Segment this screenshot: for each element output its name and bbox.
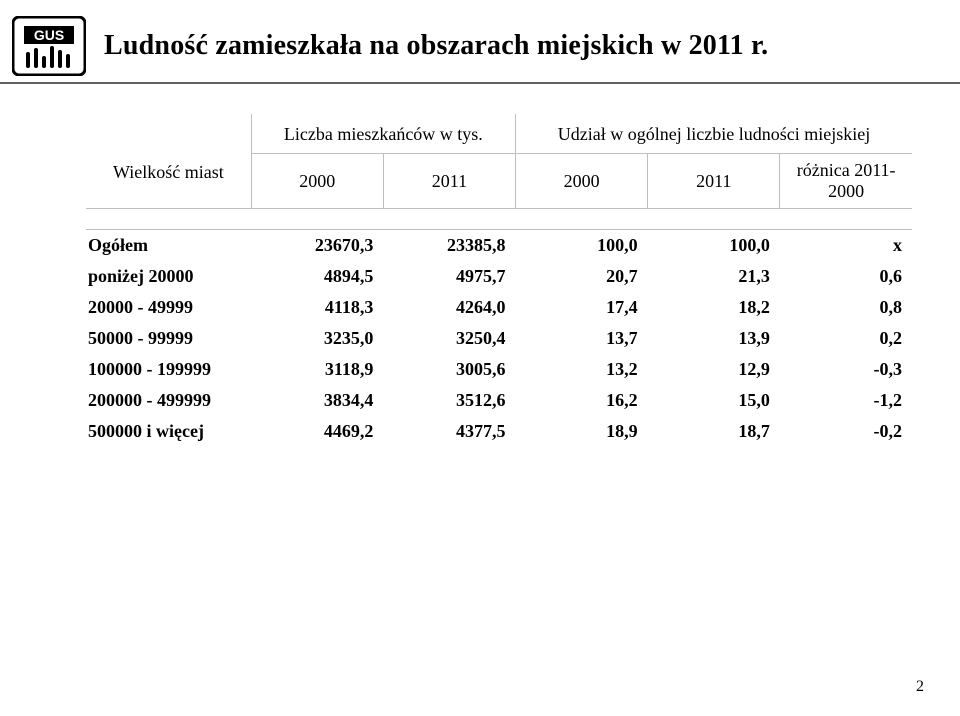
row-label: 200000 - 499999 xyxy=(86,385,251,416)
cell-value: 3834,4 xyxy=(251,385,383,416)
cell-value: 0,2 xyxy=(780,323,912,354)
cell-value: 23670,3 xyxy=(251,230,383,262)
cell-value: 0,6 xyxy=(780,261,912,292)
cell-value: x xyxy=(780,230,912,262)
row-label: 500000 i więcej xyxy=(86,416,251,447)
cell-value: -0,2 xyxy=(780,416,912,447)
page-title: Ludność zamieszkała na obszarach miejski… xyxy=(104,30,768,62)
header-sub-3: 2000 xyxy=(516,154,648,209)
table-row: 100000 - 1999993118,93005,613,212,9-0,3 xyxy=(86,354,912,385)
cell-value: 23385,8 xyxy=(383,230,515,262)
cell-value: 21,3 xyxy=(648,261,780,292)
cell-value: 18,7 xyxy=(648,416,780,447)
population-table: Wielkość miast Liczba mieszkańców w tys.… xyxy=(86,114,912,447)
cell-value: 4377,5 xyxy=(383,416,515,447)
cell-value: 3005,6 xyxy=(383,354,515,385)
header-group-2: Udział w ogólnej liczbie ludności miejsk… xyxy=(516,114,913,154)
cell-value: 13,7 xyxy=(516,323,648,354)
header-sub-1: 2000 xyxy=(251,154,383,209)
header-sub-4: 2011 xyxy=(648,154,780,209)
cell-value: 100,0 xyxy=(648,230,780,262)
table-spacer-row xyxy=(86,209,912,230)
cell-value: 3118,9 xyxy=(251,354,383,385)
header-sub-5: różnica 2011-2000 xyxy=(780,154,912,209)
cell-value: 4894,5 xyxy=(251,261,383,292)
cell-value: 3235,0 xyxy=(251,323,383,354)
cell-value: 4118,3 xyxy=(251,292,383,323)
cell-value: 16,2 xyxy=(516,385,648,416)
row-label: poniżej 20000 xyxy=(86,261,251,292)
cell-value: -1,2 xyxy=(780,385,912,416)
header-row-label: Wielkość miast xyxy=(86,114,251,209)
cell-value: 18,9 xyxy=(516,416,648,447)
table-row: Ogółem23670,323385,8100,0100,0x xyxy=(86,230,912,262)
cell-value: 0,8 xyxy=(780,292,912,323)
cell-value: 13,2 xyxy=(516,354,648,385)
header-group-1: Liczba mieszkańców w tys. xyxy=(251,114,515,154)
page-number: 2 xyxy=(916,678,924,696)
cell-value: 18,2 xyxy=(648,292,780,323)
gus-logo-icon: GUS xyxy=(12,16,86,76)
cell-value: 100,0 xyxy=(516,230,648,262)
table-container: Wielkość miast Liczba mieszkańców w tys.… xyxy=(0,84,960,447)
cell-value: 20,7 xyxy=(516,261,648,292)
cell-value: 4264,0 xyxy=(383,292,515,323)
table-row: 20000 - 499994118,34264,017,418,20,8 xyxy=(86,292,912,323)
header-sub-2: 2011 xyxy=(383,154,515,209)
cell-value: 3512,6 xyxy=(383,385,515,416)
table-row: 50000 - 999993235,03250,413,713,90,2 xyxy=(86,323,912,354)
cell-value: 12,9 xyxy=(648,354,780,385)
page-header: GUS Ludność zamieszkała na obszarach mie… xyxy=(0,0,960,76)
cell-value: 4975,7 xyxy=(383,261,515,292)
table-row: poniżej 200004894,54975,720,721,30,6 xyxy=(86,261,912,292)
table-row: 500000 i więcej4469,24377,518,918,7-0,2 xyxy=(86,416,912,447)
row-label: 20000 - 49999 xyxy=(86,292,251,323)
row-label: Ogółem xyxy=(86,230,251,262)
cell-value: -0,3 xyxy=(780,354,912,385)
cell-value: 4469,2 xyxy=(251,416,383,447)
cell-value: 17,4 xyxy=(516,292,648,323)
cell-value: 13,9 xyxy=(648,323,780,354)
cell-value: 15,0 xyxy=(648,385,780,416)
svg-text:GUS: GUS xyxy=(34,27,64,43)
row-label: 100000 - 199999 xyxy=(86,354,251,385)
cell-value: 3250,4 xyxy=(383,323,515,354)
row-label: 50000 - 99999 xyxy=(86,323,251,354)
table-row: 200000 - 4999993834,43512,616,215,0-1,2 xyxy=(86,385,912,416)
